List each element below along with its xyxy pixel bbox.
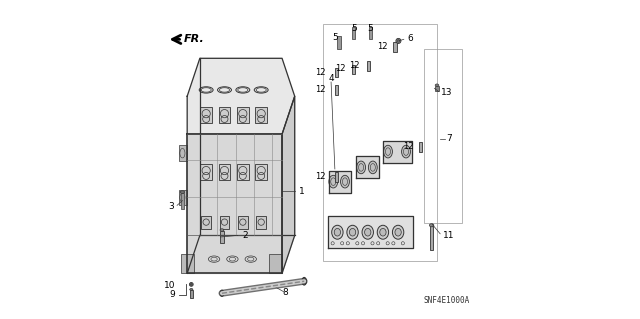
Ellipse shape	[435, 84, 439, 86]
Ellipse shape	[329, 175, 338, 188]
Ellipse shape	[429, 224, 434, 227]
Bar	[220, 216, 229, 229]
Bar	[337, 36, 340, 49]
Bar	[181, 254, 193, 273]
Bar	[257, 216, 266, 229]
Ellipse shape	[365, 228, 371, 236]
Ellipse shape	[369, 161, 377, 174]
Bar	[323, 24, 437, 261]
Text: 8: 8	[282, 288, 288, 297]
Ellipse shape	[356, 161, 365, 174]
Bar	[269, 254, 282, 273]
Ellipse shape	[377, 225, 388, 239]
Ellipse shape	[189, 283, 193, 286]
Ellipse shape	[383, 145, 392, 158]
Polygon shape	[187, 134, 282, 273]
Text: 6: 6	[407, 34, 413, 43]
Bar	[335, 68, 338, 77]
Text: 1: 1	[300, 187, 305, 196]
Text: FR.: FR.	[184, 34, 205, 44]
Bar	[237, 107, 248, 123]
Bar	[424, 49, 462, 223]
Ellipse shape	[392, 225, 404, 239]
Bar	[255, 164, 267, 180]
Ellipse shape	[190, 284, 192, 286]
Ellipse shape	[347, 225, 358, 239]
Bar	[200, 164, 212, 180]
Text: 12: 12	[349, 61, 360, 70]
Text: 4: 4	[328, 74, 334, 83]
Bar	[394, 42, 397, 52]
Bar	[435, 86, 438, 91]
Text: 5: 5	[332, 33, 338, 42]
Bar	[219, 164, 230, 180]
Ellipse shape	[401, 145, 410, 158]
Bar	[419, 142, 422, 152]
Ellipse shape	[220, 229, 224, 231]
Ellipse shape	[396, 38, 401, 43]
Text: 12: 12	[315, 85, 326, 94]
Bar	[190, 290, 193, 298]
Ellipse shape	[362, 225, 374, 239]
Text: 5: 5	[367, 24, 373, 33]
Bar	[430, 226, 433, 250]
Ellipse shape	[180, 191, 185, 193]
Bar	[369, 27, 372, 39]
Bar	[220, 231, 224, 243]
Bar	[237, 164, 248, 180]
Text: 13: 13	[441, 88, 452, 97]
Ellipse shape	[332, 225, 343, 239]
Bar	[219, 107, 230, 123]
Bar	[179, 145, 187, 161]
Text: 12: 12	[335, 64, 346, 73]
Polygon shape	[328, 171, 351, 193]
Text: 3: 3	[168, 202, 174, 211]
Ellipse shape	[302, 278, 307, 285]
Bar	[202, 216, 211, 229]
Ellipse shape	[189, 288, 193, 290]
Text: 12: 12	[377, 42, 387, 51]
Text: 12: 12	[403, 142, 413, 151]
Text: 5: 5	[351, 24, 357, 33]
Ellipse shape	[334, 228, 340, 236]
Bar	[335, 85, 338, 95]
Ellipse shape	[340, 175, 349, 188]
Ellipse shape	[220, 290, 224, 296]
Ellipse shape	[395, 228, 401, 236]
Bar	[352, 27, 355, 39]
Bar	[367, 62, 370, 71]
Polygon shape	[187, 58, 294, 134]
Text: 10: 10	[164, 280, 175, 290]
Polygon shape	[356, 156, 378, 178]
Bar	[180, 193, 184, 209]
Bar	[200, 107, 212, 123]
Bar	[335, 172, 338, 182]
Text: SNF4E1000A: SNF4E1000A	[424, 296, 470, 305]
Text: 12: 12	[315, 68, 326, 77]
Text: 12: 12	[315, 172, 326, 181]
Ellipse shape	[349, 228, 356, 236]
Polygon shape	[282, 96, 294, 273]
Polygon shape	[328, 216, 413, 248]
Text: 7: 7	[447, 134, 452, 144]
Polygon shape	[383, 141, 412, 163]
Ellipse shape	[380, 228, 386, 236]
Bar	[352, 65, 355, 74]
Bar	[255, 107, 267, 123]
Bar	[179, 189, 187, 205]
Text: 11: 11	[444, 231, 455, 240]
Text: 2: 2	[243, 231, 248, 240]
Text: 9: 9	[170, 290, 175, 299]
Bar	[238, 216, 248, 229]
